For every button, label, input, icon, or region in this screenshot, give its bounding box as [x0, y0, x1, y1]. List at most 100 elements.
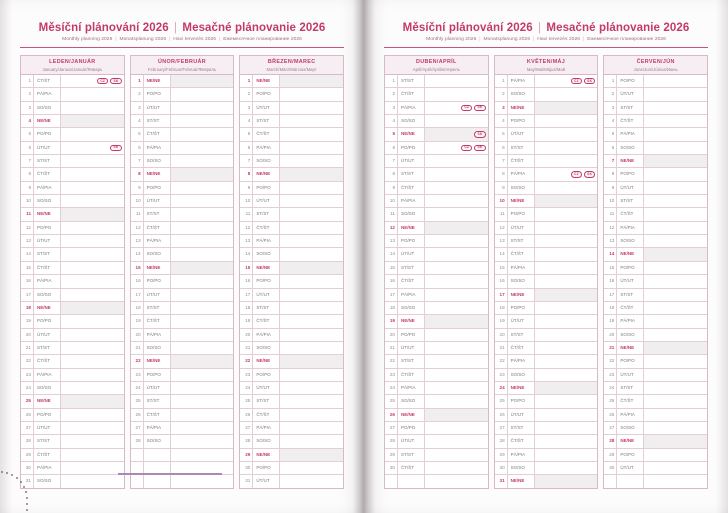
day-note-field[interactable] [280, 195, 343, 207]
day-note-field[interactable] [425, 382, 488, 394]
day-note-field[interactable] [644, 382, 707, 394]
day-row[interactable]: 28 ÚT/UT [385, 435, 488, 449]
day-row[interactable]: 19 PÁ/PIA [604, 315, 708, 329]
day-row[interactable]: 12 NE/NE [385, 221, 488, 236]
day-row[interactable]: 28 SO/SO [240, 435, 344, 449]
day-row[interactable]: 13 ST/ST [494, 235, 598, 249]
day-row[interactable]: 30 PÁ/PIA [21, 461, 124, 476]
day-row[interactable]: 22 PÁ/PIA [494, 355, 598, 369]
day-row[interactable]: 5 ČT/ŠT [130, 128, 234, 142]
day-row[interactable]: 19 ÚT/UT [494, 315, 598, 329]
day-row[interactable]: 1 NE/NE [130, 75, 234, 89]
day-note-field[interactable] [534, 195, 598, 208]
day-note-field[interactable] [280, 448, 344, 461]
day-note-field[interactable] [425, 235, 488, 247]
day-note-field[interactable] [644, 355, 707, 367]
day-row[interactable]: 31 NE/NE [495, 475, 598, 488]
day-note-field[interactable] [535, 222, 598, 234]
day-row[interactable]: 6 ST/ST [494, 141, 598, 156]
day-row[interactable]: 12 ČT/ŠT [130, 221, 234, 236]
day-note-field[interactable] [280, 369, 343, 381]
day-note-field[interactable] [280, 275, 343, 287]
day-row[interactable]: 11 ČT/ŠT [604, 208, 708, 222]
day-note-field[interactable] [644, 341, 708, 355]
day-note-field[interactable] [644, 435, 708, 448]
day-row[interactable]: 20 PÁ/PIA [130, 328, 234, 342]
day-row[interactable]: 18 SO/SO [385, 301, 488, 316]
day-row[interactable]: 17 PÁ/PIA [385, 288, 488, 302]
day-note-field[interactable] [535, 435, 598, 447]
day-note-field[interactable] [280, 395, 343, 407]
day-row[interactable]: 27 ÚT/UT [21, 421, 124, 436]
day-row[interactable]: 28 ST/ST [21, 435, 124, 449]
day-row[interactable]: 17 ST/ST [604, 288, 708, 302]
day-note-field[interactable] [61, 395, 124, 408]
day-row[interactable]: 7 ST/ST [21, 155, 124, 169]
day-note-field[interactable] [644, 329, 707, 341]
day-note-field[interactable] [171, 302, 234, 314]
day-note-field[interactable] [535, 315, 598, 327]
day-note-field[interactable] [535, 235, 598, 247]
day-note-field[interactable] [171, 115, 234, 127]
day-note-field[interactable] [61, 289, 124, 301]
day-note-field[interactable] [425, 369, 488, 381]
day-note-field[interactable] [644, 275, 707, 287]
day-note-field[interactable] [425, 422, 488, 434]
day-note-field[interactable] [61, 208, 124, 221]
day-note-field[interactable] [280, 208, 343, 220]
day-note-field[interactable] [280, 88, 343, 100]
day-row[interactable]: 15 NE/NE [240, 261, 344, 276]
day-note-field[interactable] [425, 342, 488, 354]
day-note-field[interactable] [425, 462, 488, 474]
day-note-field[interactable] [61, 275, 124, 287]
day-row[interactable]: 2 PO/PO [240, 88, 344, 102]
day-row[interactable]: 17 ÚT/UT [240, 288, 344, 302]
day-note-field[interactable] [171, 235, 234, 247]
day-row[interactable]: 3 SO/SO [21, 101, 124, 116]
day-note-field[interactable] [280, 235, 343, 247]
day-row[interactable]: 23 PÁ/PIA [21, 368, 124, 382]
day-row[interactable]: 15 ST/ST [385, 261, 488, 276]
day-note-field[interactable] [425, 395, 488, 407]
day-row[interactable]: 14 ST/ST [21, 248, 124, 262]
day-note-field[interactable] [644, 182, 707, 194]
day-note-field[interactable] [425, 355, 488, 367]
day-row[interactable]: 2 PO/PO [130, 88, 234, 102]
day-note-field[interactable] [644, 115, 707, 127]
day-note-field[interactable] [534, 381, 598, 395]
day-row[interactable]: 5 ČT/ŠT [240, 128, 344, 142]
day-row[interactable]: 8 NE/NE [130, 168, 234, 182]
day-row[interactable]: 19 PO/PO [21, 315, 124, 329]
day-note-field[interactable] [425, 408, 488, 421]
day-row[interactable]: 10 ÚT/UT [130, 195, 234, 209]
day-note-field[interactable] [535, 248, 598, 260]
day-note-field[interactable] [61, 115, 124, 128]
day-note-field[interactable] [534, 475, 598, 488]
day-row[interactable]: 20 PÁ/PIA [240, 328, 344, 342]
day-row[interactable]: 26 NE/NE [385, 408, 488, 422]
day-row[interactable]: 31 SO/SO [21, 475, 124, 488]
day-row[interactable]: 8 PÁ/PIA CZ SK [494, 168, 598, 182]
day-row[interactable]: 28 SO/SO [130, 435, 234, 449]
day-note-field[interactable] [534, 101, 598, 115]
day-row[interactable]: 10 PÁ/PIA [385, 195, 488, 209]
day-note-field[interactable] [280, 182, 343, 194]
day-row[interactable]: 19 ČT/ŠT [240, 315, 344, 329]
day-note-field[interactable] [644, 102, 707, 114]
day-note-field[interactable] [644, 422, 707, 434]
day-row[interactable]: 6 ÚT/UT SK [21, 141, 124, 156]
day-note-field[interactable] [280, 315, 343, 327]
day-row[interactable]: 18 NE/NE [21, 301, 124, 316]
day-note-field[interactable] [280, 329, 343, 341]
day-row[interactable]: 16 PO/PO [130, 275, 234, 289]
day-row[interactable]: 8 PO/PO [604, 168, 708, 182]
day-note-field[interactable] [535, 182, 598, 194]
day-note-field[interactable] [61, 182, 124, 194]
day-note-field[interactable] [61, 462, 124, 474]
day-row[interactable]: 25 SO/SO [385, 395, 488, 409]
day-row[interactable]: 24 ÚT/UT [240, 381, 344, 396]
day-note-field[interactable] [644, 195, 707, 207]
day-row[interactable]: 20 ÚT/UT [21, 328, 124, 342]
day-note-field[interactable] [171, 88, 234, 100]
day-note-field[interactable]: CZ SK [535, 168, 598, 180]
